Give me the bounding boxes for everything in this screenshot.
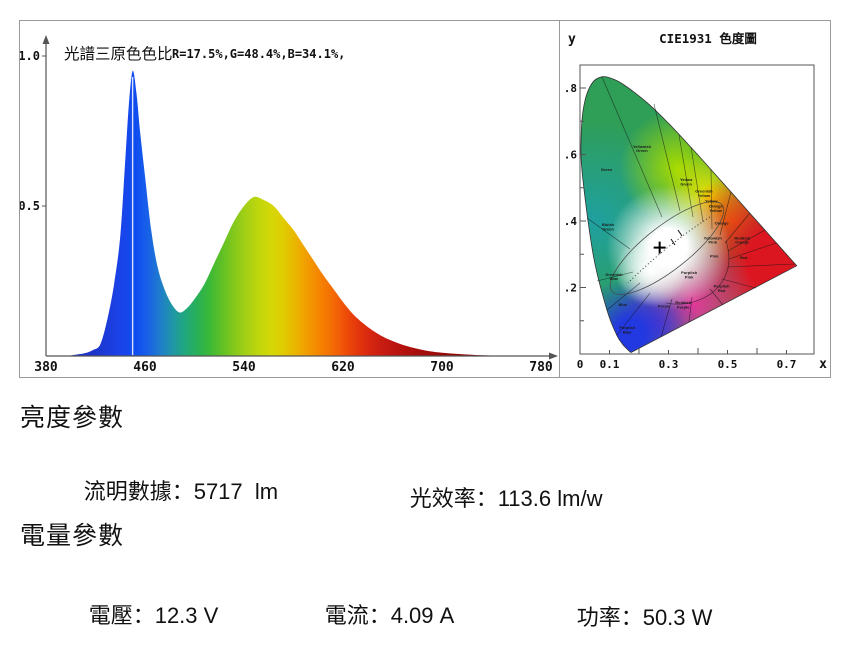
cie-horseshoe-fill — [580, 76, 797, 353]
spectrum-y-tick-label: 0.5 — [20, 199, 40, 213]
cie-region-label: Greenish Yellow — [695, 189, 713, 198]
cie-region-label: Red — [740, 255, 748, 260]
cie-y-tick-label: .6 — [564, 149, 578, 162]
efficacy-parameter: 光效率：113.6 lm/w — [373, 455, 603, 539]
spectrum-rgb-ratio: R=17.5%,G=48.4%,B=34.1%, — [172, 47, 345, 61]
spectrum-y-tick-label: 1.0 — [20, 49, 40, 63]
cie-title: CIE1931 色度圖 — [659, 31, 757, 46]
spectrum-chart: 1.0 0.5 380 460 540 620 700 780 光譜三原色色比 R=17.5%,G… — [20, 35, 558, 375]
cie-region-label: Greenish Blue — [605, 272, 623, 281]
spectrum-x-tick-label: 700 — [430, 360, 454, 375]
cie-region-label: Yellow — [705, 199, 718, 204]
spectrum-x-tick-label: 380 — [34, 360, 58, 375]
cie-region-label: Orange — [715, 220, 730, 225]
x-axis-arrow-icon — [549, 352, 558, 360]
cie-white-region-ellipse — [609, 201, 725, 295]
cie-region-label: Pink — [710, 254, 719, 259]
cie-region-label: Yellow Green — [680, 177, 693, 186]
wattage-value: 50.3 W — [642, 605, 713, 630]
spectrum-axes — [45, 43, 550, 357]
cie-region-label: Yellowish Green — [633, 144, 652, 153]
spectrum-x-ticks: 380 460 540 620 700 780 — [34, 360, 553, 375]
spectrum-x-tick-label: 460 — [133, 360, 157, 375]
cie-ticks — [580, 87, 787, 354]
cie-region-label: Purple — [658, 303, 671, 308]
voltage-parameter: 電壓：12.3 V — [52, 572, 219, 653]
spectrum-chart-panel: 1.0 0.5 380 460 540 620 700 780 光譜三原色色比 R=17.5%,G… — [20, 21, 559, 377]
lumen-value: 5717 lm — [193, 479, 279, 504]
wattage-parameter: 功率：50.3 W — [540, 574, 713, 653]
spectrum-curve — [46, 70, 541, 357]
spectrum-x-tick-label: 620 — [331, 360, 355, 375]
parameters-section: 亮度參數 流明數據：5717 lm 光效率：113.6 lm/w 電量參數 電壓… — [0, 378, 850, 653]
cie-region-label: Bluish Green — [602, 222, 615, 231]
current-parameter: 電流：4.09 A — [288, 572, 455, 653]
cie-y-tick-label: .8 — [564, 82, 577, 95]
cie-y-tick-label: .2 — [564, 282, 577, 295]
spectrum-x-tick-label: 540 — [232, 360, 256, 375]
efficacy-value: 113.6 lm/w — [497, 486, 603, 511]
brightness-parameters-heading: 亮度參數 — [20, 404, 125, 432]
cie-x-tick-label: 0.3 — [659, 358, 679, 371]
charts-section: 1.0 0.5 380 460 540 620 700 780 光譜三原色色比 R=17.5%,G… — [19, 20, 831, 378]
voltage-label: 電壓： — [88, 603, 155, 628]
cie-region-label: Purplish Pink — [681, 270, 698, 279]
cie-region-label: Blue — [618, 302, 627, 307]
cie-x-tick-label: 0.1 — [600, 358, 620, 371]
current-value: 4.09 A — [390, 603, 455, 628]
cie-region-label: Reddish Orange — [734, 235, 750, 244]
cie-x-tick-label: 0 — [577, 358, 584, 371]
y-axis-arrow-icon — [42, 35, 50, 44]
cie-spectral-locus — [580, 76, 798, 353]
spectrum-y-ticks: 1.0 0.5 — [20, 49, 46, 213]
efficacy-label: 光效率： — [409, 486, 498, 511]
lumen-label: 流明數據： — [83, 479, 194, 504]
cie-region-label: Orange Yellow — [709, 204, 724, 213]
voltage-value: 12.3 V — [154, 603, 219, 628]
spectrum-title: 光譜三原色色比 — [64, 45, 173, 63]
cie-chromaticity-panel: Green Yellowish Green Yellow Green Greenish Ye… — [559, 21, 832, 377]
cie-x-tick-label: 0.5 — [718, 358, 738, 371]
cie-x-axis-label: x — [819, 357, 827, 372]
cie-region-label: Reddish Purple — [675, 300, 691, 309]
wattage-label: 功率： — [576, 605, 643, 630]
cie-plot-border — [579, 64, 815, 355]
cie-region-boundaries — [586, 76, 796, 338]
cie-y-axis-label: y — [568, 32, 576, 47]
cie-y-tick-label: .4 — [564, 215, 578, 228]
cie-region-label: Purplish Blue — [619, 325, 636, 334]
cie-region-label: Purplish Red — [714, 284, 731, 293]
cie-region-label: Green — [601, 167, 613, 172]
lumen-parameter: 流明數據：5717 lm — [47, 448, 278, 532]
cie-white-point-marker — [653, 241, 666, 254]
cie-planckian-locus — [627, 216, 711, 284]
current-label: 電流： — [324, 603, 391, 628]
spectrum-x-tick-label: 780 — [529, 360, 553, 375]
cie-x-tick-label: 0.7 — [777, 358, 797, 371]
cie-region-label: Yellowish Pink — [704, 235, 723, 244]
power-parameters-heading: 電量參數 — [20, 522, 125, 550]
